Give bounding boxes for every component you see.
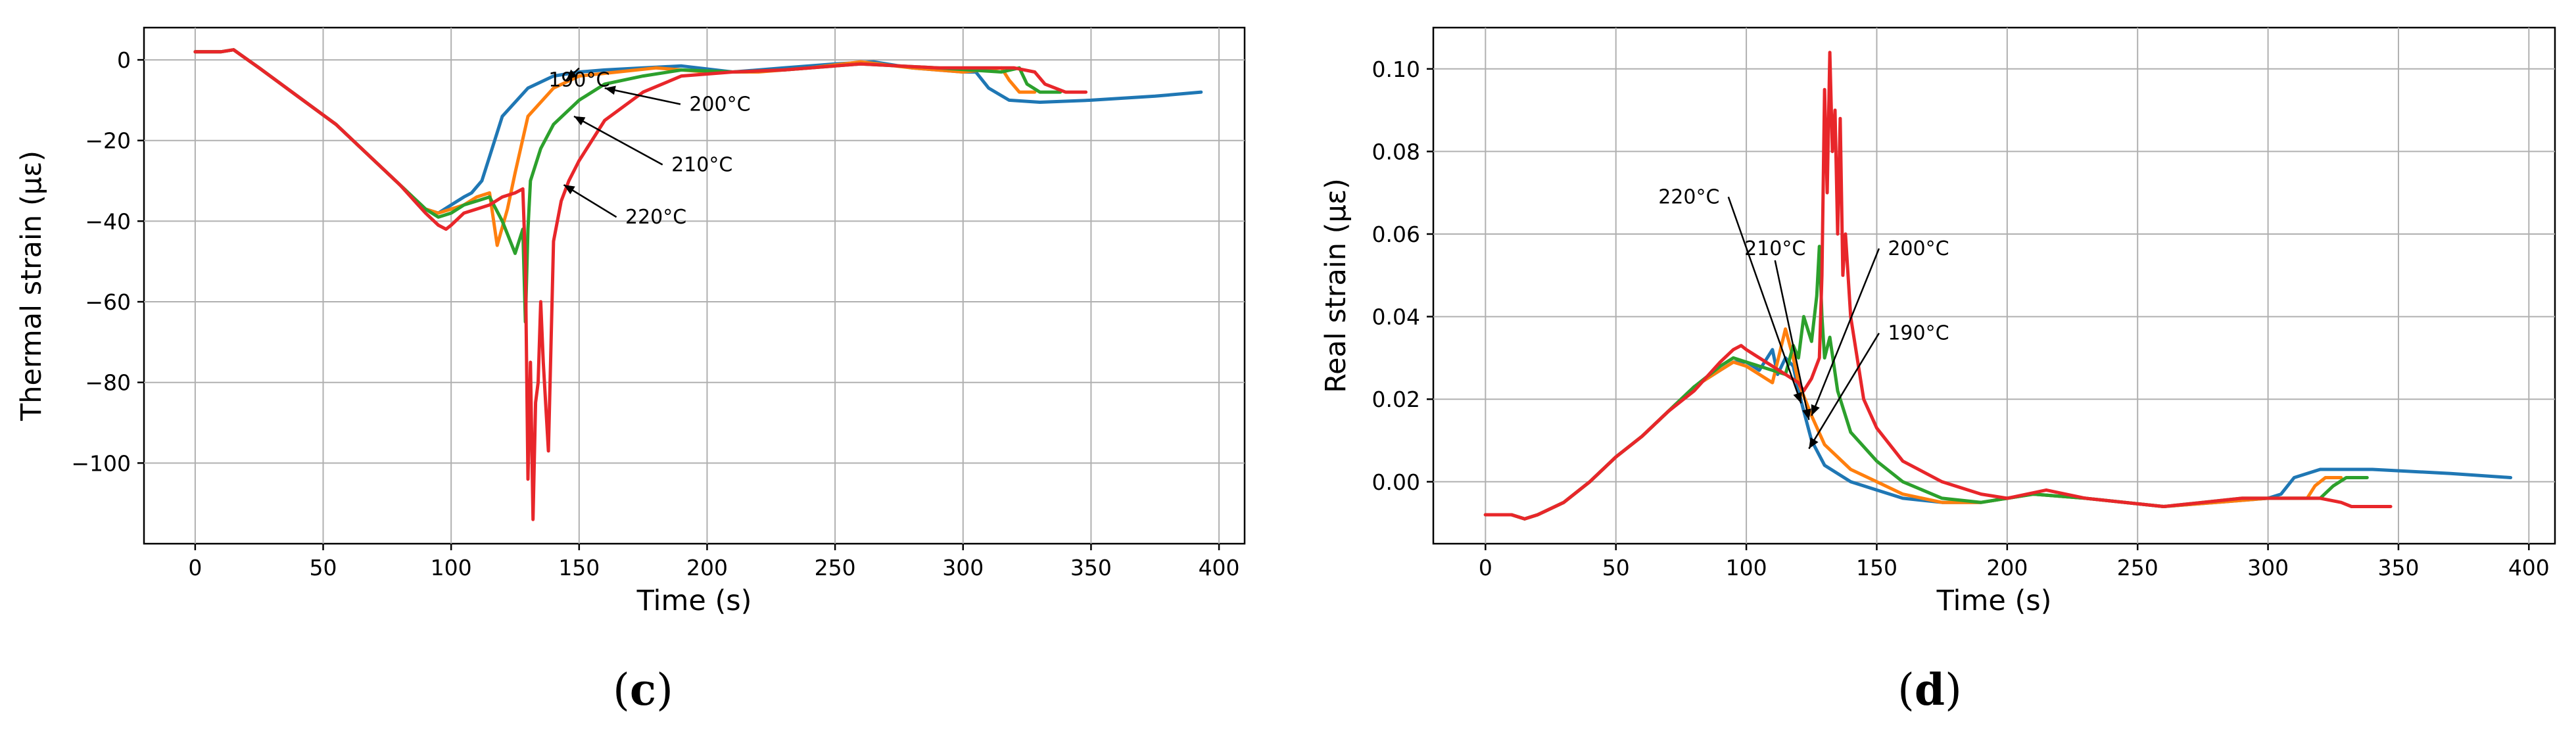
x-tick-label: 200 <box>1986 555 2028 581</box>
series-line-220c <box>1483 51 2393 521</box>
x-tick-label: 400 <box>1199 555 1240 581</box>
x-tick-label: 150 <box>1856 555 1897 581</box>
y-tick-label: 0.04 <box>1372 304 1420 330</box>
annotation-arrow <box>604 87 681 105</box>
x-tick-label: 200 <box>686 555 728 581</box>
x-tick-label: 250 <box>815 555 856 581</box>
annotation-arrowhead <box>563 185 575 195</box>
panel-caption-letter-c: c <box>630 664 656 715</box>
ticks-c: 0 50 100 150 200 250 300 350 400 0 −20 −40 −60 −80 −10… <box>71 47 1239 581</box>
annotation-label: 210°C <box>671 154 732 177</box>
panel-caption-d: (d) <box>1897 664 1962 715</box>
grid-d <box>1433 28 2555 544</box>
panel-caption-c: (c) <box>613 664 673 715</box>
series-c <box>193 48 1203 521</box>
x-tick-label: 50 <box>310 555 337 581</box>
annotation-label: 190°C <box>548 69 609 92</box>
y-tick-label: −80 <box>85 370 131 396</box>
annotation-arrow <box>1808 333 1880 450</box>
annotation-arrowhead <box>1802 408 1811 420</box>
x-tick-label: 50 <box>1602 555 1630 581</box>
series-line-200c <box>1483 327 2343 521</box>
annotation-arrow <box>1774 260 1810 420</box>
x-tick-label: 0 <box>188 555 202 581</box>
x-tick-label: 100 <box>1726 555 1767 581</box>
y-tick-label: −40 <box>85 208 131 234</box>
y-tick-label: −100 <box>71 450 131 476</box>
annotation-label: 190°C <box>1888 322 1949 345</box>
grid-c <box>144 28 1245 544</box>
annotations-c: 190°C 200°C 210°C 220°C <box>548 67 751 229</box>
annotation-arrowhead <box>574 116 586 126</box>
annotation-arrow <box>573 115 663 166</box>
x-tick-label: 350 <box>1070 555 1112 581</box>
y-tick-label: −20 <box>85 128 131 154</box>
x-tick-label: 400 <box>2508 555 2550 581</box>
chart-panel-c: 0 50 100 150 200 250 300 350 400 0 −20 −40 −60 −80 −10… <box>15 26 1246 715</box>
annotation-label: 200°C <box>1888 237 1949 260</box>
plot-area-frame-c <box>143 26 1246 545</box>
y-axis-label-d: Real strain (µε) <box>1320 178 1352 393</box>
annotation-label: 220°C <box>1658 185 1719 208</box>
annotation-label: 200°C <box>689 93 750 116</box>
x-axis-label-c: Time (s) <box>636 584 752 617</box>
x-tick-label: 250 <box>2117 555 2159 581</box>
annotation-arrowhead <box>1793 392 1802 404</box>
y-tick-label: 0.10 <box>1372 57 1420 82</box>
annotation-arrowhead <box>604 85 616 95</box>
y-axis-label-c: Thermal strain (µε) <box>15 151 48 421</box>
x-tick-label: 300 <box>942 555 984 581</box>
x-axis-label-d: Time (s) <box>1936 584 2052 617</box>
x-tick-label: 150 <box>558 555 600 581</box>
annotation-arrowhead <box>1811 404 1820 416</box>
annotation-arrowhead <box>566 69 577 80</box>
x-tick-label: 100 <box>431 555 472 581</box>
y-tick-label: 0.00 <box>1372 469 1420 495</box>
y-tick-label: 0 <box>117 47 131 73</box>
y-tick-label: −60 <box>85 289 131 315</box>
annotations-d: 220°C 210°C 200°C 190°C <box>1658 185 1949 450</box>
y-tick-label: 0.06 <box>1372 222 1420 247</box>
series-line-190c <box>1483 348 2513 521</box>
series-line-220c <box>193 48 1088 521</box>
series-line-210c <box>193 48 1062 324</box>
annotation-arrow <box>1811 248 1880 416</box>
panel-caption-letter-d: d <box>1915 664 1945 715</box>
annotation-arrow <box>1727 197 1802 404</box>
y-tick-label: 0.08 <box>1372 139 1420 164</box>
chart-panel-d: 0 50 100 150 200 250 300 350 400 0.00 0.02 0.04 0.06… <box>1320 26 2556 715</box>
plot-area-frame-d <box>1432 26 2556 545</box>
x-tick-label: 0 <box>1479 555 1492 581</box>
annotation-arrowhead <box>1809 437 1819 449</box>
ticks-d: 0 50 100 150 200 250 300 350 400 0.00 0.02 0.04 0.06… <box>1372 57 2550 581</box>
series-d <box>1483 51 2513 521</box>
annotation-label: 220°C <box>625 206 686 229</box>
x-tick-label: 350 <box>2377 555 2419 581</box>
x-tick-label: 300 <box>2247 555 2289 581</box>
series-line-210c <box>1483 245 2369 521</box>
annotation-label: 210°C <box>1744 237 1805 260</box>
y-tick-label: 0.02 <box>1372 387 1420 412</box>
